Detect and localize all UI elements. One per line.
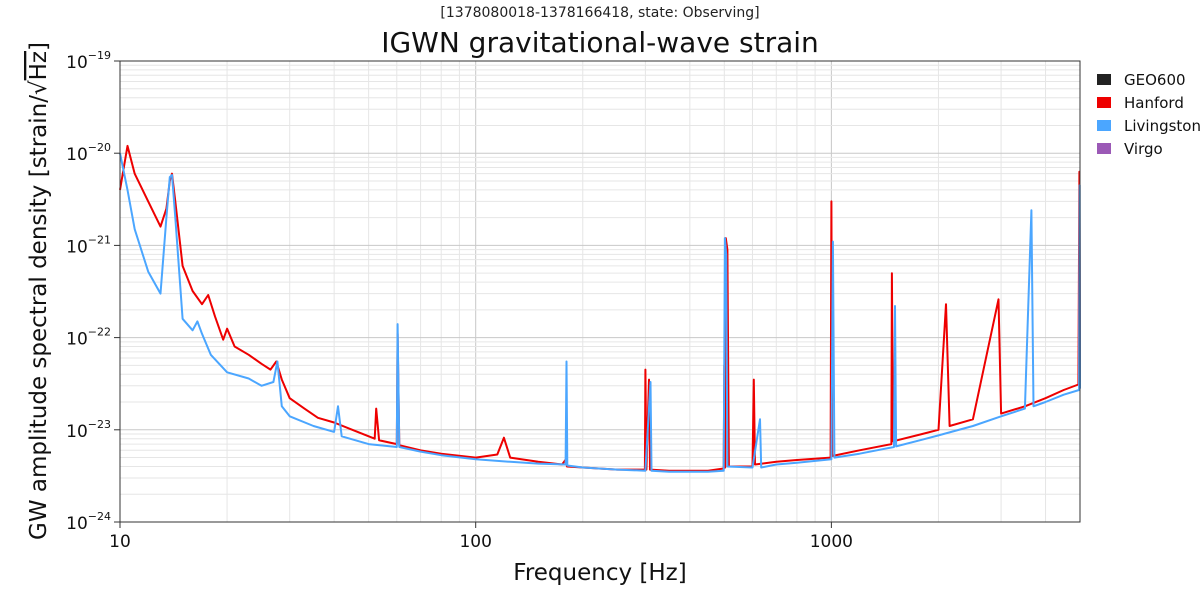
x-tick-label: 1000: [810, 532, 853, 552]
y-axis-label-suffix: ]: [26, 42, 52, 51]
y-tick-label: 10−19: [66, 49, 111, 73]
axis-ticks: 10 100 1000 10−24 10−23 10−22 10−21 10−20 10−19: [66, 49, 853, 552]
y-axis-label-prefix: GW amplitude spectral density [strain/: [26, 95, 52, 540]
series-line-hanford: [119, 144, 1081, 472]
x-tick-label: 10: [109, 532, 131, 552]
y-tick-label: 10−22: [66, 326, 111, 350]
y-tick-label: 10−21: [66, 233, 111, 257]
plot-frame: [119, 60, 1081, 523]
series-line-livingston: [119, 152, 1081, 473]
legend-swatch-virgo: [1097, 143, 1111, 154]
y-axis-label: GW amplitude spectral density [strain/√H…: [26, 42, 52, 540]
legend-label-livingston: Livingston: [1124, 117, 1200, 135]
y-axis-label-unit: Hz: [26, 51, 52, 80]
legend-label-virgo: Virgo: [1124, 140, 1163, 158]
legend-swatch-livingston: [1097, 120, 1111, 131]
chart-title: IGWN gravitational-wave strain: [381, 26, 819, 59]
x-axis-label: Frequency [Hz]: [513, 560, 686, 586]
y-tick-label: 10−24: [66, 510, 111, 534]
y-tick-label: 10−20: [66, 141, 111, 165]
series-layer: [119, 144, 1081, 473]
y-tick-label: 10−23: [66, 418, 111, 442]
legend: GEO600 Hanford Livingston Virgo: [1097, 71, 1200, 158]
x-tick-label: 100: [459, 532, 491, 552]
y-axis-label-radical: √: [26, 80, 52, 95]
legend-label-geo600: GEO600: [1124, 71, 1186, 89]
legend-label-hanford: Hanford: [1124, 94, 1184, 112]
chart-subtitle: [1378080018-1378166418, state: Observing…: [440, 5, 759, 21]
grid-lines: [119, 61, 1081, 523]
legend-swatch-geo600: [1097, 74, 1111, 85]
legend-swatch-hanford: [1097, 97, 1111, 108]
